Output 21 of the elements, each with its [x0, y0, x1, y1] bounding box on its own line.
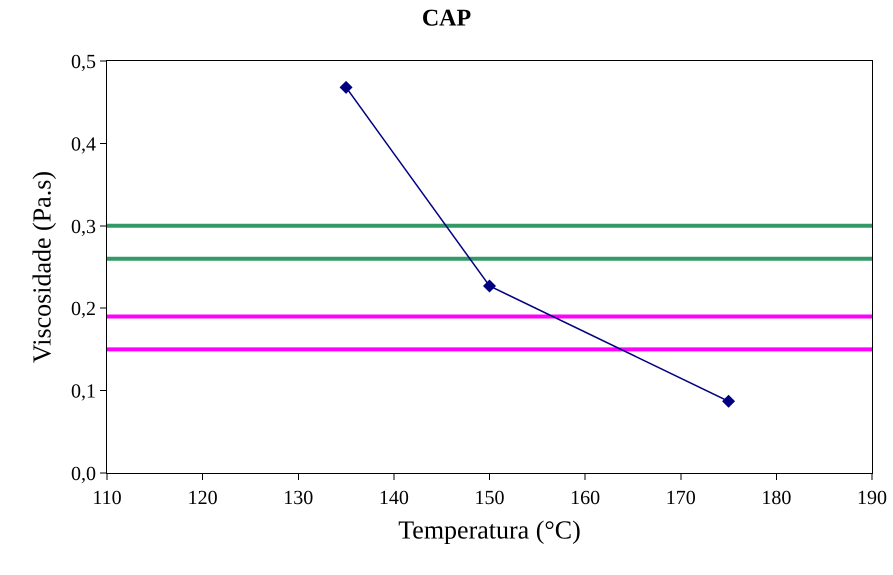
x-tick-label: 190 [857, 487, 887, 509]
y-tick-label: 0,5 [71, 51, 96, 73]
point [722, 394, 736, 408]
x-tick-label: 180 [761, 487, 792, 509]
x-tick-label: 120 [188, 487, 218, 509]
x-tick-label: 150 [474, 487, 504, 509]
x-tick-label: 170 [666, 487, 696, 509]
x-axis-title: Temperatura (°C) [398, 516, 581, 545]
y-tick-label: 0,3 [71, 216, 96, 238]
x-tick-label: 110 [92, 487, 122, 509]
x-tick-label: 160 [570, 487, 600, 509]
x-tick-label: 130 [283, 487, 314, 509]
y-tick-label: 0,0 [71, 463, 96, 485]
y-tick-label: 0,2 [71, 298, 96, 320]
point [340, 80, 353, 94]
y-tick-label: 0,4 [71, 133, 96, 156]
point [483, 279, 496, 292]
chart-title: CAP [422, 5, 472, 32]
x-tick-label: 140 [378, 487, 409, 509]
y-tick-label: 0,1 [71, 380, 96, 403]
y-axis-title: Viscosidade (Pa.s) [27, 171, 56, 363]
